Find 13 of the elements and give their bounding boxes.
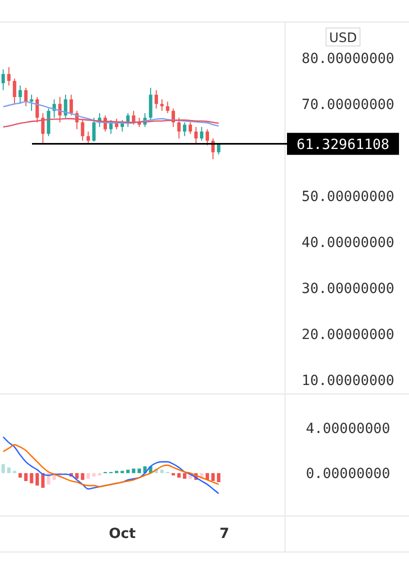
y-tick-label: 70.00000000 (302, 96, 394, 113)
y-tick-label: 20.00000000 (302, 327, 394, 344)
y-tick-label: 50.00000000 (302, 188, 394, 205)
x-tick-label: Oct (108, 526, 136, 542)
y-tick-label: 40.00000000 (302, 235, 394, 252)
y-tick-label: 30.00000000 (302, 281, 394, 298)
y-tick-label: 10.00000000 (302, 373, 394, 390)
y-axis-title: USD (329, 31, 357, 46)
y-tick-label: 80.00000000 (302, 50, 394, 67)
y-tick-label: 0.00000000 (306, 466, 390, 482)
y-tick-label: 4.00000000 (306, 420, 390, 437)
x-tick-label: 7 (219, 526, 230, 542)
ref-line-label: 61.32961108 (296, 136, 390, 153)
